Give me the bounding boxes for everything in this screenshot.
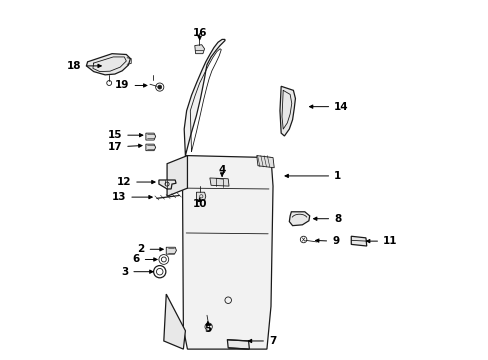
Polygon shape	[280, 86, 295, 136]
Polygon shape	[289, 212, 309, 226]
Polygon shape	[256, 156, 274, 168]
Text: 16: 16	[192, 28, 206, 38]
Polygon shape	[209, 178, 228, 186]
Polygon shape	[227, 340, 249, 349]
Text: 12: 12	[117, 177, 131, 187]
Polygon shape	[86, 54, 130, 75]
Polygon shape	[350, 236, 366, 246]
Text: 15: 15	[107, 130, 122, 140]
Text: 3: 3	[121, 267, 128, 277]
Text: 9: 9	[331, 236, 339, 246]
Polygon shape	[166, 247, 176, 254]
Text: 17: 17	[107, 141, 122, 152]
Polygon shape	[159, 180, 176, 189]
Polygon shape	[182, 156, 272, 349]
Polygon shape	[145, 144, 155, 150]
Polygon shape	[167, 156, 187, 196]
Text: 1: 1	[333, 171, 341, 181]
Text: 11: 11	[382, 236, 397, 246]
Text: 13: 13	[112, 192, 126, 202]
Text: 5: 5	[204, 324, 211, 334]
Polygon shape	[194, 45, 204, 54]
Polygon shape	[184, 39, 224, 156]
Text: 2: 2	[137, 244, 144, 254]
Text: 7: 7	[268, 336, 276, 346]
Text: 6: 6	[132, 255, 140, 265]
Circle shape	[157, 85, 162, 89]
Text: 19: 19	[115, 80, 129, 90]
Polygon shape	[196, 192, 205, 201]
Polygon shape	[145, 133, 155, 140]
Polygon shape	[163, 294, 185, 349]
Text: 14: 14	[333, 102, 348, 112]
Text: 4: 4	[218, 165, 225, 175]
Text: 8: 8	[333, 214, 341, 224]
Text: 10: 10	[192, 199, 206, 210]
Text: 18: 18	[67, 61, 81, 71]
